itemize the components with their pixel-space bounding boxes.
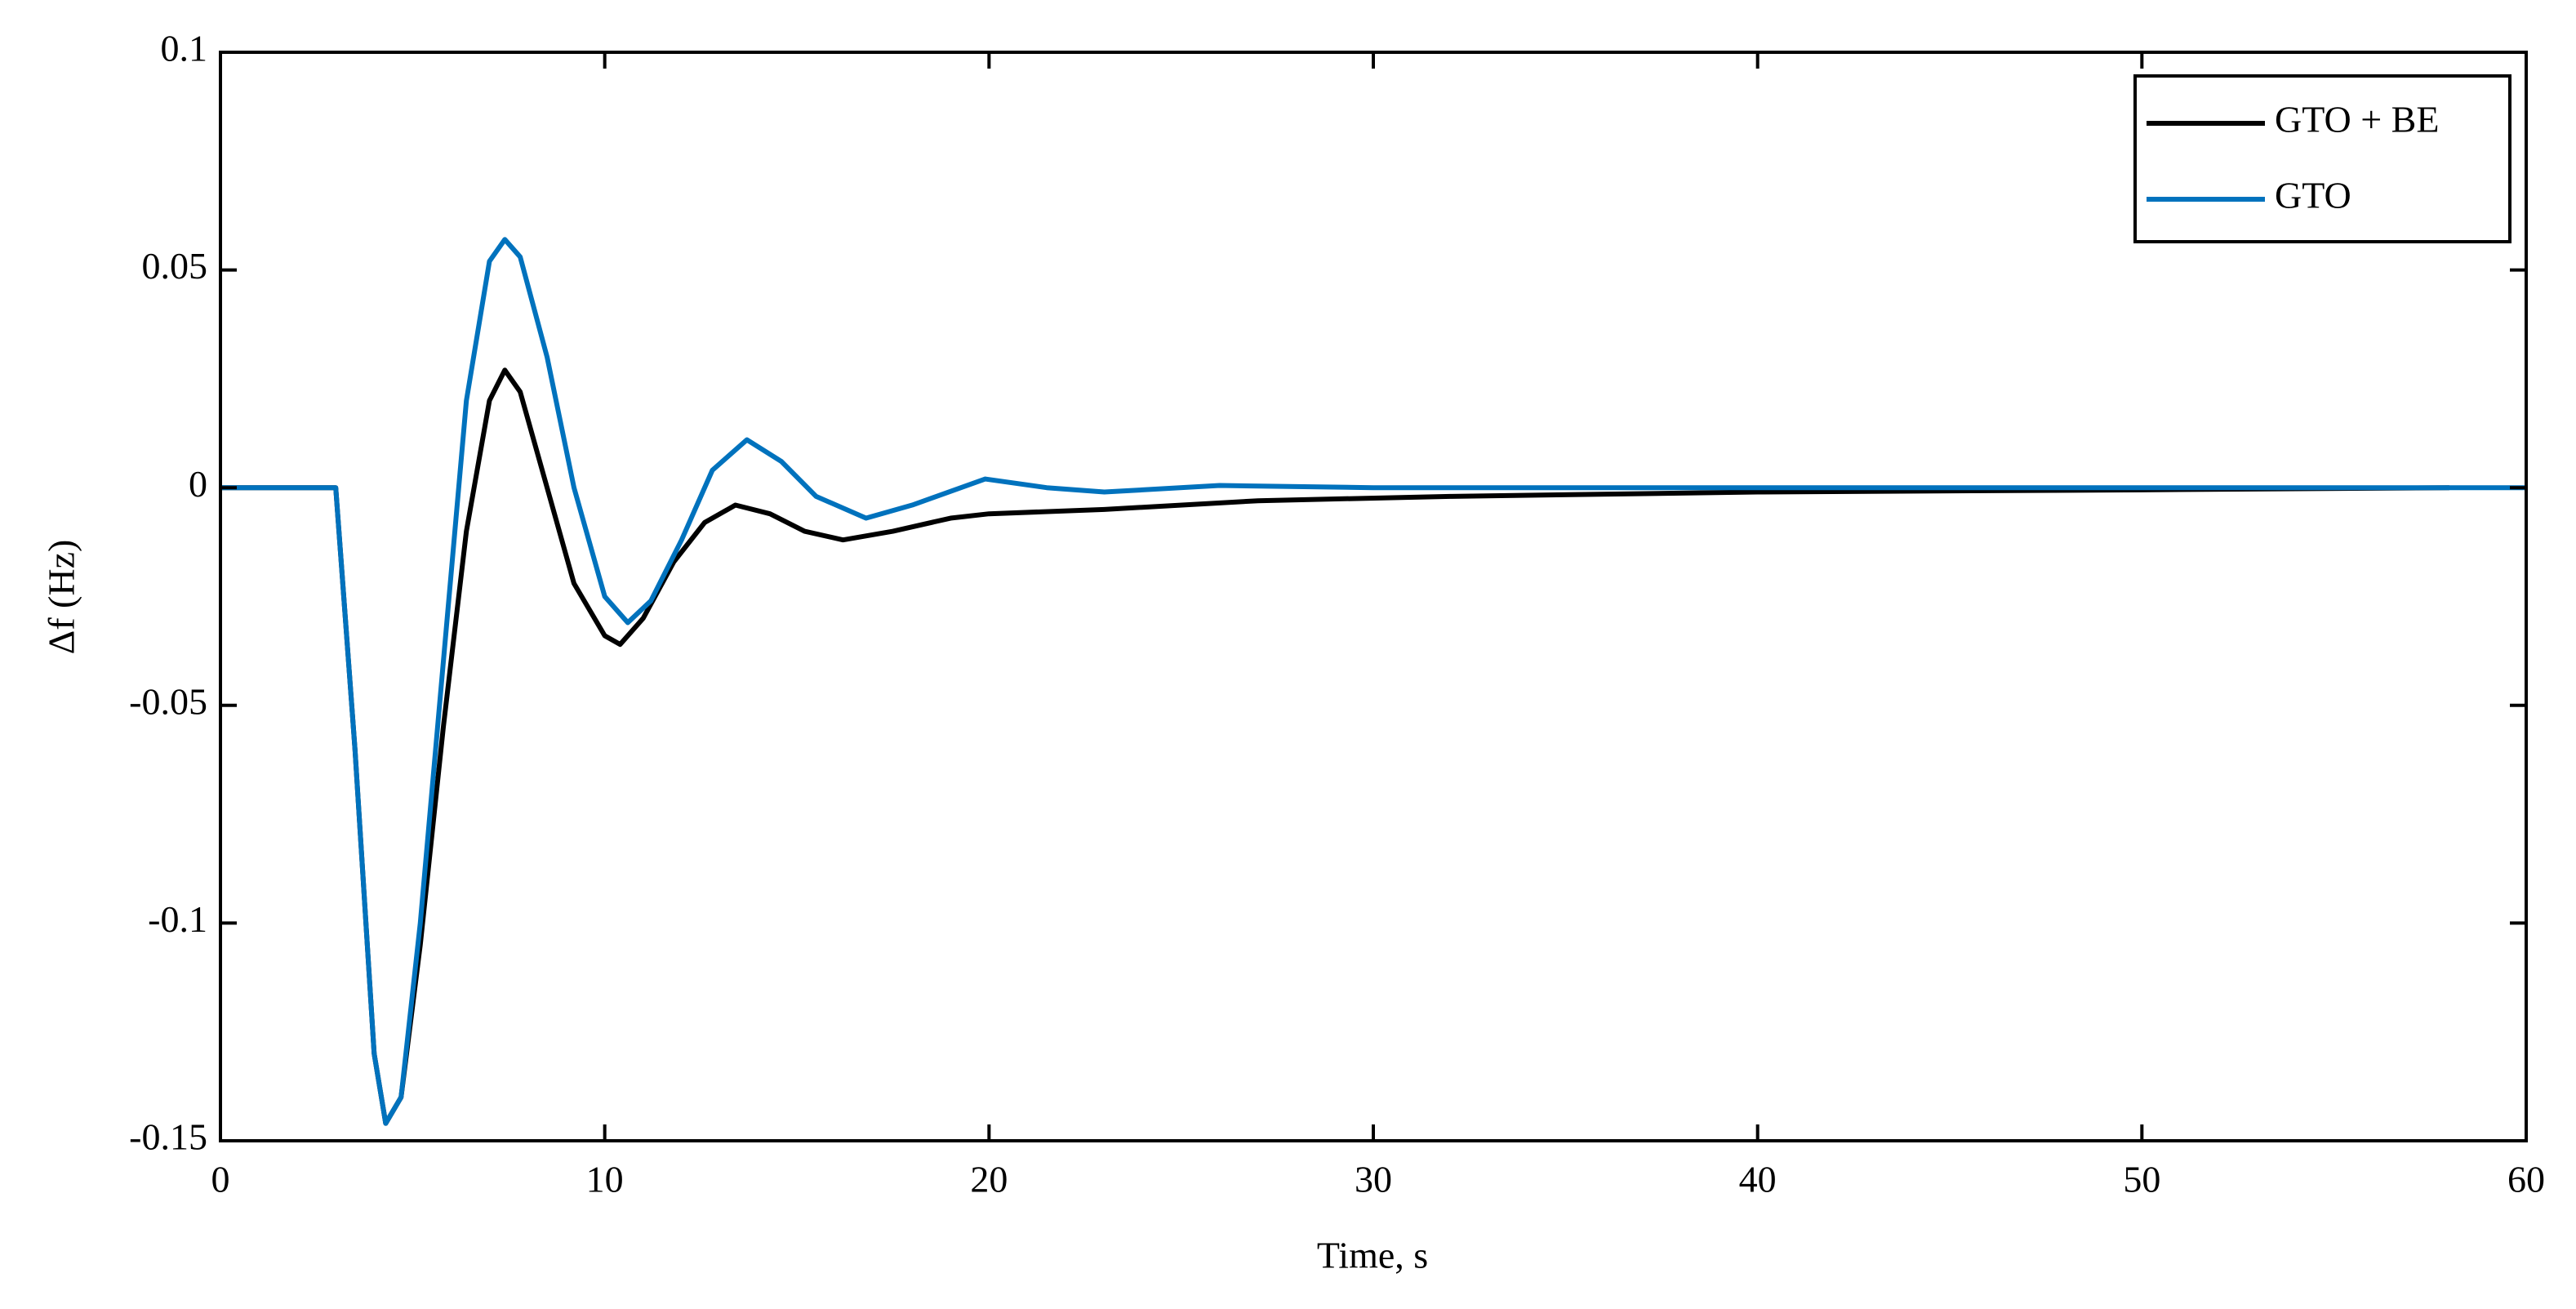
x-tick-label: 40 — [1739, 1159, 1777, 1200]
x-tick-label: 60 — [2507, 1159, 2545, 1200]
y-tick-label: -0.15 — [129, 1116, 207, 1158]
x-axis-label: Time, s — [1317, 1235, 1428, 1276]
x-tick-label: 10 — [586, 1159, 624, 1200]
y-tick-label: -0.1 — [148, 898, 207, 940]
y-tick-label: 0.05 — [142, 245, 208, 287]
legend-label: GTO + BE — [2275, 99, 2439, 140]
legend-box — [2133, 74, 2511, 243]
y-tick-label: 0.1 — [161, 28, 208, 69]
y-tick-label: 0 — [189, 463, 207, 505]
x-tick-label: 50 — [2123, 1159, 2160, 1200]
y-axis-label: Δf (Hz) — [41, 540, 82, 655]
data-line — [220, 237, 2526, 1126]
x-tick-label: 0 — [211, 1159, 230, 1200]
x-tick-label: 30 — [1355, 1159, 1392, 1200]
y-tick-label: -0.05 — [129, 680, 207, 722]
data-line — [220, 367, 2449, 1126]
x-tick-label: 20 — [970, 1159, 1008, 1200]
legend-label: GTO — [2275, 175, 2351, 216]
